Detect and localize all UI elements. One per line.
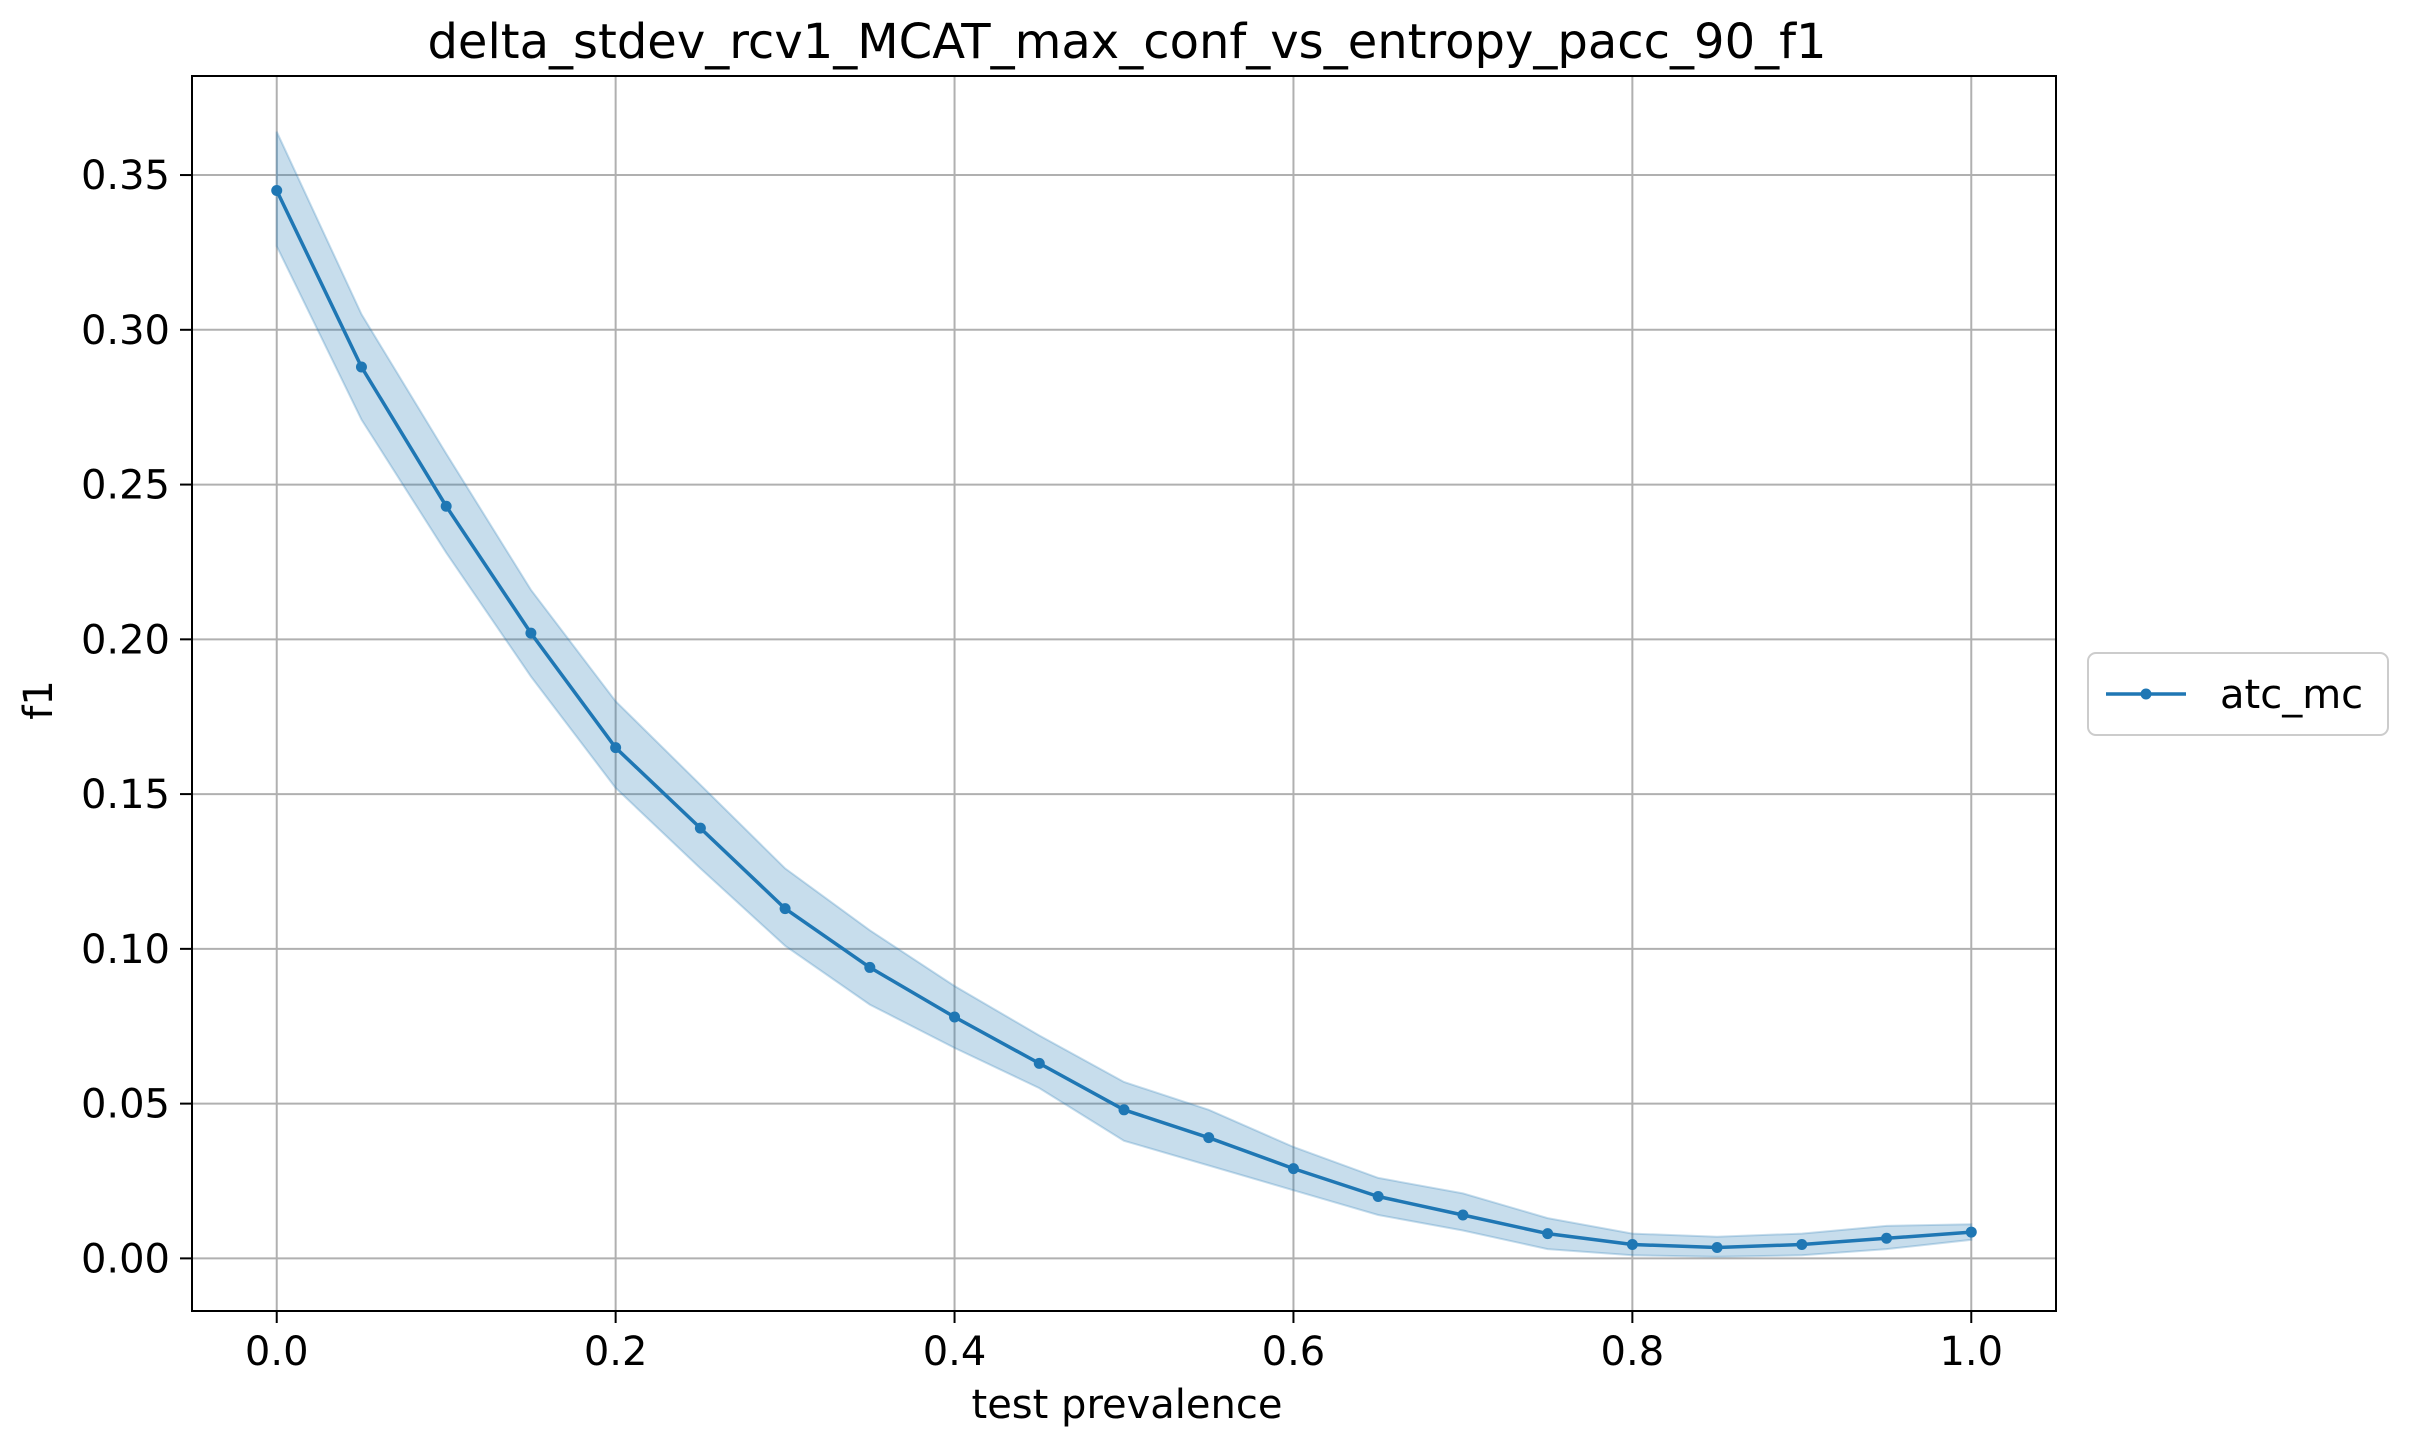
y-axis-label: f1 [16, 680, 62, 720]
y-tick-label: 0.20 [81, 617, 170, 663]
x-tick-label: 0.8 [1601, 1329, 1665, 1375]
legend-label: atc_mc [2220, 672, 2363, 718]
data-point-layer [271, 185, 1977, 1254]
y-tick-label: 0.05 [81, 1082, 170, 1128]
grid [192, 76, 2056, 1311]
y-tick-label: 0.30 [81, 308, 170, 354]
y-axis-ticks: 0.00 0.05 0.10 0.15 0.20 0.25 0.30 0.35 [81, 153, 192, 1282]
y-tick-label: 0.15 [81, 772, 170, 818]
data-point [1287, 1163, 1299, 1175]
data-point [525, 627, 537, 639]
y-tick-label: 0.10 [81, 927, 170, 973]
x-tick-label: 0.0 [245, 1329, 309, 1375]
data-point [1118, 1104, 1130, 1116]
chart-title: delta_stdev_rcv1_MCAT_max_conf_vs_entrop… [427, 14, 1826, 70]
x-tick-label: 1.0 [1939, 1329, 2003, 1375]
y-tick-label: 0.35 [81, 153, 170, 199]
data-point [1711, 1242, 1723, 1254]
data-point [779, 903, 791, 915]
data-point [610, 742, 622, 754]
legend-marker [2140, 688, 2152, 700]
data-point [1796, 1238, 1808, 1250]
data-point [1203, 1132, 1215, 1144]
data-point [949, 1011, 961, 1023]
data-point [694, 822, 706, 834]
data-point [1542, 1228, 1554, 1240]
y-tick-label: 0.25 [81, 463, 170, 509]
data-point [1033, 1057, 1045, 1069]
data-point [1965, 1226, 1977, 1238]
x-tick-label: 0.2 [584, 1329, 648, 1375]
data-point [1457, 1209, 1469, 1221]
data-point [864, 961, 876, 973]
y-tick-label: 0.00 [81, 1236, 170, 1282]
data-point [440, 500, 452, 512]
plot-area-frame [191, 75, 2057, 1312]
x-tick-label: 0.4 [923, 1329, 987, 1375]
legend: atc_mc [2087, 652, 2389, 736]
x-axis-ticks: 0.0 0.2 0.4 0.6 0.8 1.0 [245, 1311, 2003, 1375]
confidence-band [275, 131, 1973, 1258]
data-point [355, 361, 367, 373]
data-point [1626, 1238, 1638, 1250]
data-point [271, 185, 283, 197]
data-point [1881, 1232, 1893, 1244]
x-axis-label: test prevalence [972, 1382, 1283, 1428]
x-tick-label: 0.6 [1262, 1329, 1326, 1375]
legend-frame [2087, 652, 2389, 736]
data-point [1372, 1190, 1384, 1202]
confidence-band-layer [275, 131, 1973, 1258]
